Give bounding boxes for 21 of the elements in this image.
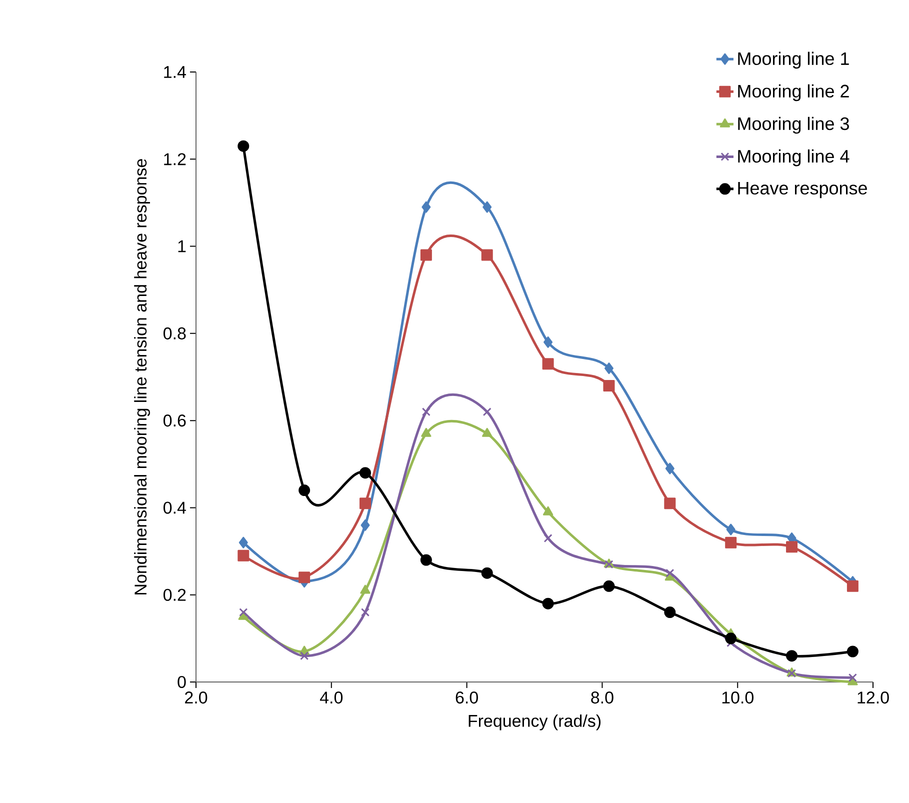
y-tick-label: 1 bbox=[178, 240, 186, 252]
x-tick-label: 10.0 bbox=[722, 692, 754, 704]
legend-label: Mooring line 4 bbox=[738, 149, 850, 166]
y-tick-label: 0.6 bbox=[163, 414, 186, 427]
y-tick-label: 1.4 bbox=[164, 66, 186, 78]
x-tick-label: 12.0 bbox=[858, 692, 889, 704]
x-tick-label: 8.0 bbox=[591, 692, 614, 704]
x-axis-title: Frequency (rad/s) bbox=[468, 714, 601, 730]
y-tick-label: 0.8 bbox=[163, 327, 186, 340]
legend-label: Mooring line 2 bbox=[738, 84, 849, 102]
y-axis-title: Nondimensional mooring line tension and heave response bbox=[134, 159, 150, 594]
y-tick-label: 1.2 bbox=[164, 153, 186, 166]
x-tick-label: 4.0 bbox=[320, 692, 343, 704]
legend-label: Heave response bbox=[738, 182, 867, 198]
y-tick-label: 0.2 bbox=[163, 588, 186, 601]
y-tick-label: 0.4 bbox=[163, 502, 186, 514]
x-tick-label: 2.0 bbox=[185, 692, 208, 704]
legend-label: Mooring line 3 bbox=[738, 116, 849, 134]
y-tick-label: 0 bbox=[178, 676, 186, 688]
legend-label: Mooring line 1 bbox=[738, 52, 849, 69]
x-tick-label: 6.0 bbox=[456, 692, 478, 704]
